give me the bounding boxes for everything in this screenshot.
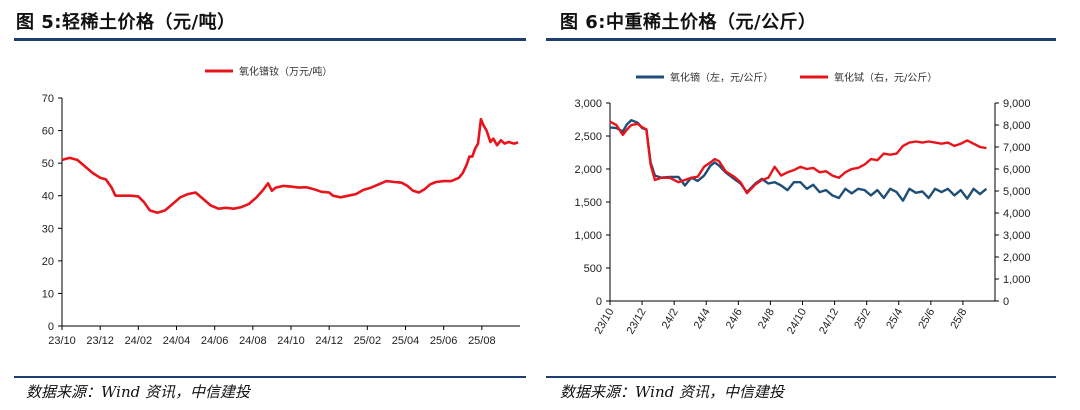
left-bottom-rule bbox=[14, 376, 526, 378]
right-y-tick-label: 7,000 bbox=[1003, 142, 1031, 154]
x-tick-label: 23/12 bbox=[86, 335, 114, 347]
left-y-tick-label: 2,500 bbox=[574, 131, 602, 143]
series-line-dysprosium-oxide bbox=[609, 119, 988, 202]
right-y-tick-label: 5,000 bbox=[1003, 186, 1031, 198]
right-y-tick-label: 8,000 bbox=[1003, 120, 1031, 132]
x-tick-label: 25/4 bbox=[884, 307, 905, 332]
x-tick-label: 25/6 bbox=[916, 307, 937, 332]
x-tick-label: 25/06 bbox=[430, 335, 458, 347]
y-tick-label: 20 bbox=[42, 256, 54, 268]
right-y-tick-label: 3,000 bbox=[1003, 230, 1031, 242]
x-tick-label: 25/04 bbox=[392, 335, 420, 347]
right-y-tick-label: 4,000 bbox=[1003, 208, 1031, 220]
legend-label: 氧化铽（右，元/公斤） bbox=[834, 71, 937, 84]
left-y-tick-label: 1,500 bbox=[574, 197, 602, 209]
series-line-terbium-oxide bbox=[609, 120, 987, 195]
x-tick-label: 24/08 bbox=[239, 335, 267, 347]
left-panel: 图 5:轻稀土价格（元/吨） 0 10 20 30 40 50 60 70 23/10 23/12… bbox=[14, 12, 526, 401]
x-tick-label: 24/8 bbox=[756, 307, 777, 332]
right-y-tick-label: 2,000 bbox=[1003, 252, 1031, 264]
x-tick-label: 24/06 bbox=[201, 335, 229, 347]
light-rare-earth-chart: 0 10 20 30 40 50 60 70 23/10 23/12 24/02 24/04 24/06… bbox=[42, 65, 520, 347]
series-line-praseodymium-neodymium-oxide bbox=[61, 117, 519, 214]
left-y-tick-label: 2,000 bbox=[574, 164, 602, 176]
legend-label: 氧化镨钕（万元/吨） bbox=[239, 65, 332, 78]
y-tick-label: 60 bbox=[42, 126, 54, 138]
right-panel: 图 6:中重稀土价格（元/公斤） 0 500 1,000 1,500 2,000 2,50… bbox=[540, 0, 1080, 410]
x-tick-label: 25/08 bbox=[468, 335, 496, 347]
left-y-tick-label: 1,000 bbox=[574, 230, 602, 242]
x-tick-label: 25/2 bbox=[852, 307, 873, 332]
legend-label: 氧化镝（左，元/公斤） bbox=[670, 71, 773, 84]
left-source-note: 数据来源：Wind 资讯，中信建投 bbox=[26, 383, 250, 401]
x-tick-label: 24/12 bbox=[817, 307, 841, 337]
x-tick-label: 24/6 bbox=[724, 307, 745, 332]
y-tick-label: 30 bbox=[42, 223, 54, 235]
y-tick-label: 40 bbox=[42, 191, 54, 203]
y-tick-label: 0 bbox=[48, 321, 54, 333]
x-tick-label: 23/10 bbox=[592, 307, 616, 337]
right-title-rule bbox=[546, 38, 1056, 41]
y-tick-label: 10 bbox=[42, 288, 54, 300]
right-figure-title: 图 6:中重稀土价格（元/公斤） bbox=[560, 12, 817, 33]
y-tick-label: 70 bbox=[42, 93, 54, 105]
x-tick-label: 24/12 bbox=[315, 335, 343, 347]
x-tick-label: 24/2 bbox=[660, 307, 681, 332]
right-y-tick-label: 0 bbox=[1003, 296, 1009, 308]
left-figure-title: 图 5:轻稀土价格（元/吨） bbox=[16, 12, 236, 33]
x-tick-label: 24/04 bbox=[163, 335, 191, 347]
x-tick-label: 25/02 bbox=[354, 335, 382, 347]
right-source-note: 数据来源：Wind 资讯，中信建投 bbox=[560, 383, 784, 401]
x-tick-label: 23/10 bbox=[48, 335, 76, 347]
right-y-tick-label: 9,000 bbox=[1003, 98, 1031, 110]
right-y-tick-label: 1,000 bbox=[1003, 274, 1031, 286]
x-tick-label: 24/4 bbox=[692, 307, 713, 332]
y-tick-label: 50 bbox=[42, 158, 54, 170]
medium-heavy-rare-earth-chart: 0 500 1,000 1,500 2,000 2,500 3,000 0 1,000 2,000… bbox=[574, 71, 1031, 337]
x-tick-label: 24/02 bbox=[125, 335, 153, 347]
x-tick-label: 24/10 bbox=[277, 335, 305, 347]
left-y-tick-label: 500 bbox=[584, 263, 602, 275]
x-tick-label: 24/10 bbox=[785, 307, 809, 337]
right-bottom-rule bbox=[546, 376, 1056, 378]
left-y-tick-label: 0 bbox=[596, 296, 602, 308]
x-tick-label: 23/12 bbox=[625, 307, 649, 337]
right-y-tick-label: 6,000 bbox=[1003, 164, 1031, 176]
left-y-tick-label: 3,000 bbox=[574, 98, 602, 110]
left-title-rule bbox=[14, 38, 526, 41]
x-tick-label: 25/8 bbox=[948, 307, 969, 332]
